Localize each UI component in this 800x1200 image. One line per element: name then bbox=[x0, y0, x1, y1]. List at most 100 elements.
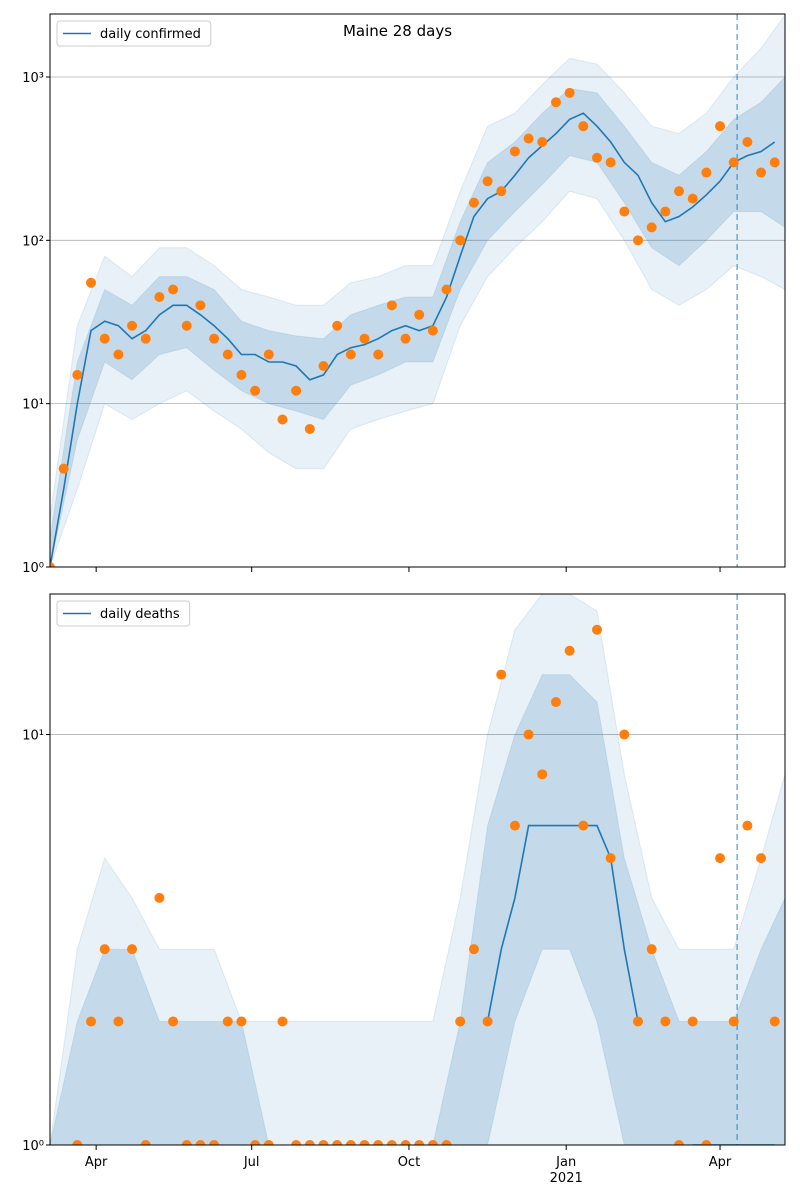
plot-area bbox=[50, 594, 785, 1145]
data-point bbox=[168, 1016, 179, 1027]
data-point bbox=[537, 136, 548, 147]
axes-frame bbox=[49, 13, 786, 568]
data-point bbox=[236, 1016, 247, 1027]
data-point bbox=[222, 1016, 233, 1027]
data-point bbox=[633, 235, 643, 246]
data-point bbox=[318, 361, 329, 372]
data-point bbox=[523, 133, 534, 144]
data-point bbox=[550, 97, 561, 108]
legend: daily deaths bbox=[56, 600, 191, 627]
data-point bbox=[58, 463, 69, 474]
data-point bbox=[550, 697, 561, 708]
data-point bbox=[195, 1140, 206, 1145]
data-point bbox=[756, 853, 767, 864]
data-point bbox=[769, 157, 780, 168]
uncertainty-band bbox=[50, 14, 785, 567]
data-point bbox=[332, 320, 343, 331]
legend-label: daily confirmed bbox=[100, 27, 201, 42]
data-point bbox=[687, 193, 698, 204]
data-point bbox=[263, 1140, 274, 1145]
data-point bbox=[537, 769, 548, 780]
data-point bbox=[728, 157, 739, 168]
x-tick-label: Apr bbox=[85, 1155, 108, 1170]
y-tick-label: 10² bbox=[22, 234, 44, 249]
data-point bbox=[482, 176, 493, 187]
data-point bbox=[578, 121, 589, 132]
y-tick-label: 10¹ bbox=[22, 729, 44, 744]
data-point bbox=[591, 152, 602, 163]
median-line bbox=[50, 112, 776, 567]
data-point bbox=[715, 853, 726, 864]
data-point bbox=[509, 820, 520, 831]
y-tick-label: 10³ bbox=[22, 71, 44, 86]
y-tick-label: 10⁰ bbox=[22, 1139, 44, 1154]
data-point bbox=[564, 87, 575, 98]
data-point bbox=[127, 320, 138, 331]
data-point bbox=[701, 167, 712, 178]
data-point bbox=[564, 645, 575, 656]
data-point bbox=[72, 1140, 83, 1145]
data-point bbox=[250, 385, 261, 396]
data-point bbox=[468, 197, 479, 208]
data-point bbox=[605, 157, 616, 168]
data-point bbox=[86, 277, 97, 288]
data-point bbox=[605, 853, 616, 864]
legend-box bbox=[56, 600, 191, 627]
data-point bbox=[345, 1140, 356, 1145]
data-point bbox=[154, 291, 165, 302]
data-point bbox=[441, 1140, 452, 1145]
data-point bbox=[140, 333, 151, 344]
data-point bbox=[86, 1016, 97, 1027]
data-point bbox=[332, 1140, 343, 1145]
median-line bbox=[486, 824, 775, 1145]
data-point bbox=[386, 300, 397, 311]
data-point bbox=[701, 1140, 712, 1145]
x-tick-label: Jul bbox=[243, 1155, 260, 1170]
data-point bbox=[195, 300, 206, 311]
data-point bbox=[99, 333, 110, 344]
data-point bbox=[674, 1140, 685, 1145]
data-point bbox=[646, 222, 657, 233]
uncertainty-band bbox=[50, 76, 785, 567]
data-point bbox=[99, 944, 110, 955]
data-point bbox=[400, 333, 411, 344]
data-point bbox=[263, 349, 274, 360]
data-point bbox=[250, 1140, 261, 1145]
data-point bbox=[742, 820, 753, 831]
data-point bbox=[660, 206, 671, 217]
data-point bbox=[455, 235, 466, 246]
data-point bbox=[50, 562, 55, 567]
data-point bbox=[72, 369, 83, 380]
data-point bbox=[728, 1016, 739, 1027]
data-point bbox=[209, 333, 220, 344]
plot-area bbox=[50, 14, 785, 567]
data-point bbox=[687, 1016, 698, 1027]
data-point bbox=[674, 186, 685, 197]
data-point bbox=[441, 284, 452, 295]
uncertainty-band bbox=[50, 594, 785, 1145]
axes-frame bbox=[49, 593, 786, 1146]
data-point bbox=[140, 1140, 151, 1145]
legend: daily confirmed bbox=[56, 20, 212, 47]
data-point bbox=[304, 423, 315, 434]
data-point bbox=[154, 892, 165, 903]
data-point bbox=[359, 333, 370, 344]
data-point bbox=[181, 1140, 192, 1145]
data-point bbox=[660, 1016, 671, 1027]
data-point bbox=[277, 414, 288, 425]
data-point bbox=[414, 309, 425, 320]
data-point bbox=[345, 349, 356, 360]
data-point bbox=[291, 1140, 302, 1145]
y-tick-label: 10⁰ bbox=[22, 561, 44, 576]
legend-box bbox=[56, 20, 212, 47]
data-point bbox=[400, 1140, 411, 1145]
data-point bbox=[427, 325, 438, 336]
data-point bbox=[373, 349, 384, 360]
data-point bbox=[468, 944, 479, 955]
chart-title: Maine 28 days bbox=[343, 22, 452, 40]
data-point bbox=[209, 1140, 220, 1145]
x-tick-label: Jan bbox=[555, 1155, 576, 1170]
data-point bbox=[496, 669, 507, 680]
data-point bbox=[414, 1140, 425, 1145]
